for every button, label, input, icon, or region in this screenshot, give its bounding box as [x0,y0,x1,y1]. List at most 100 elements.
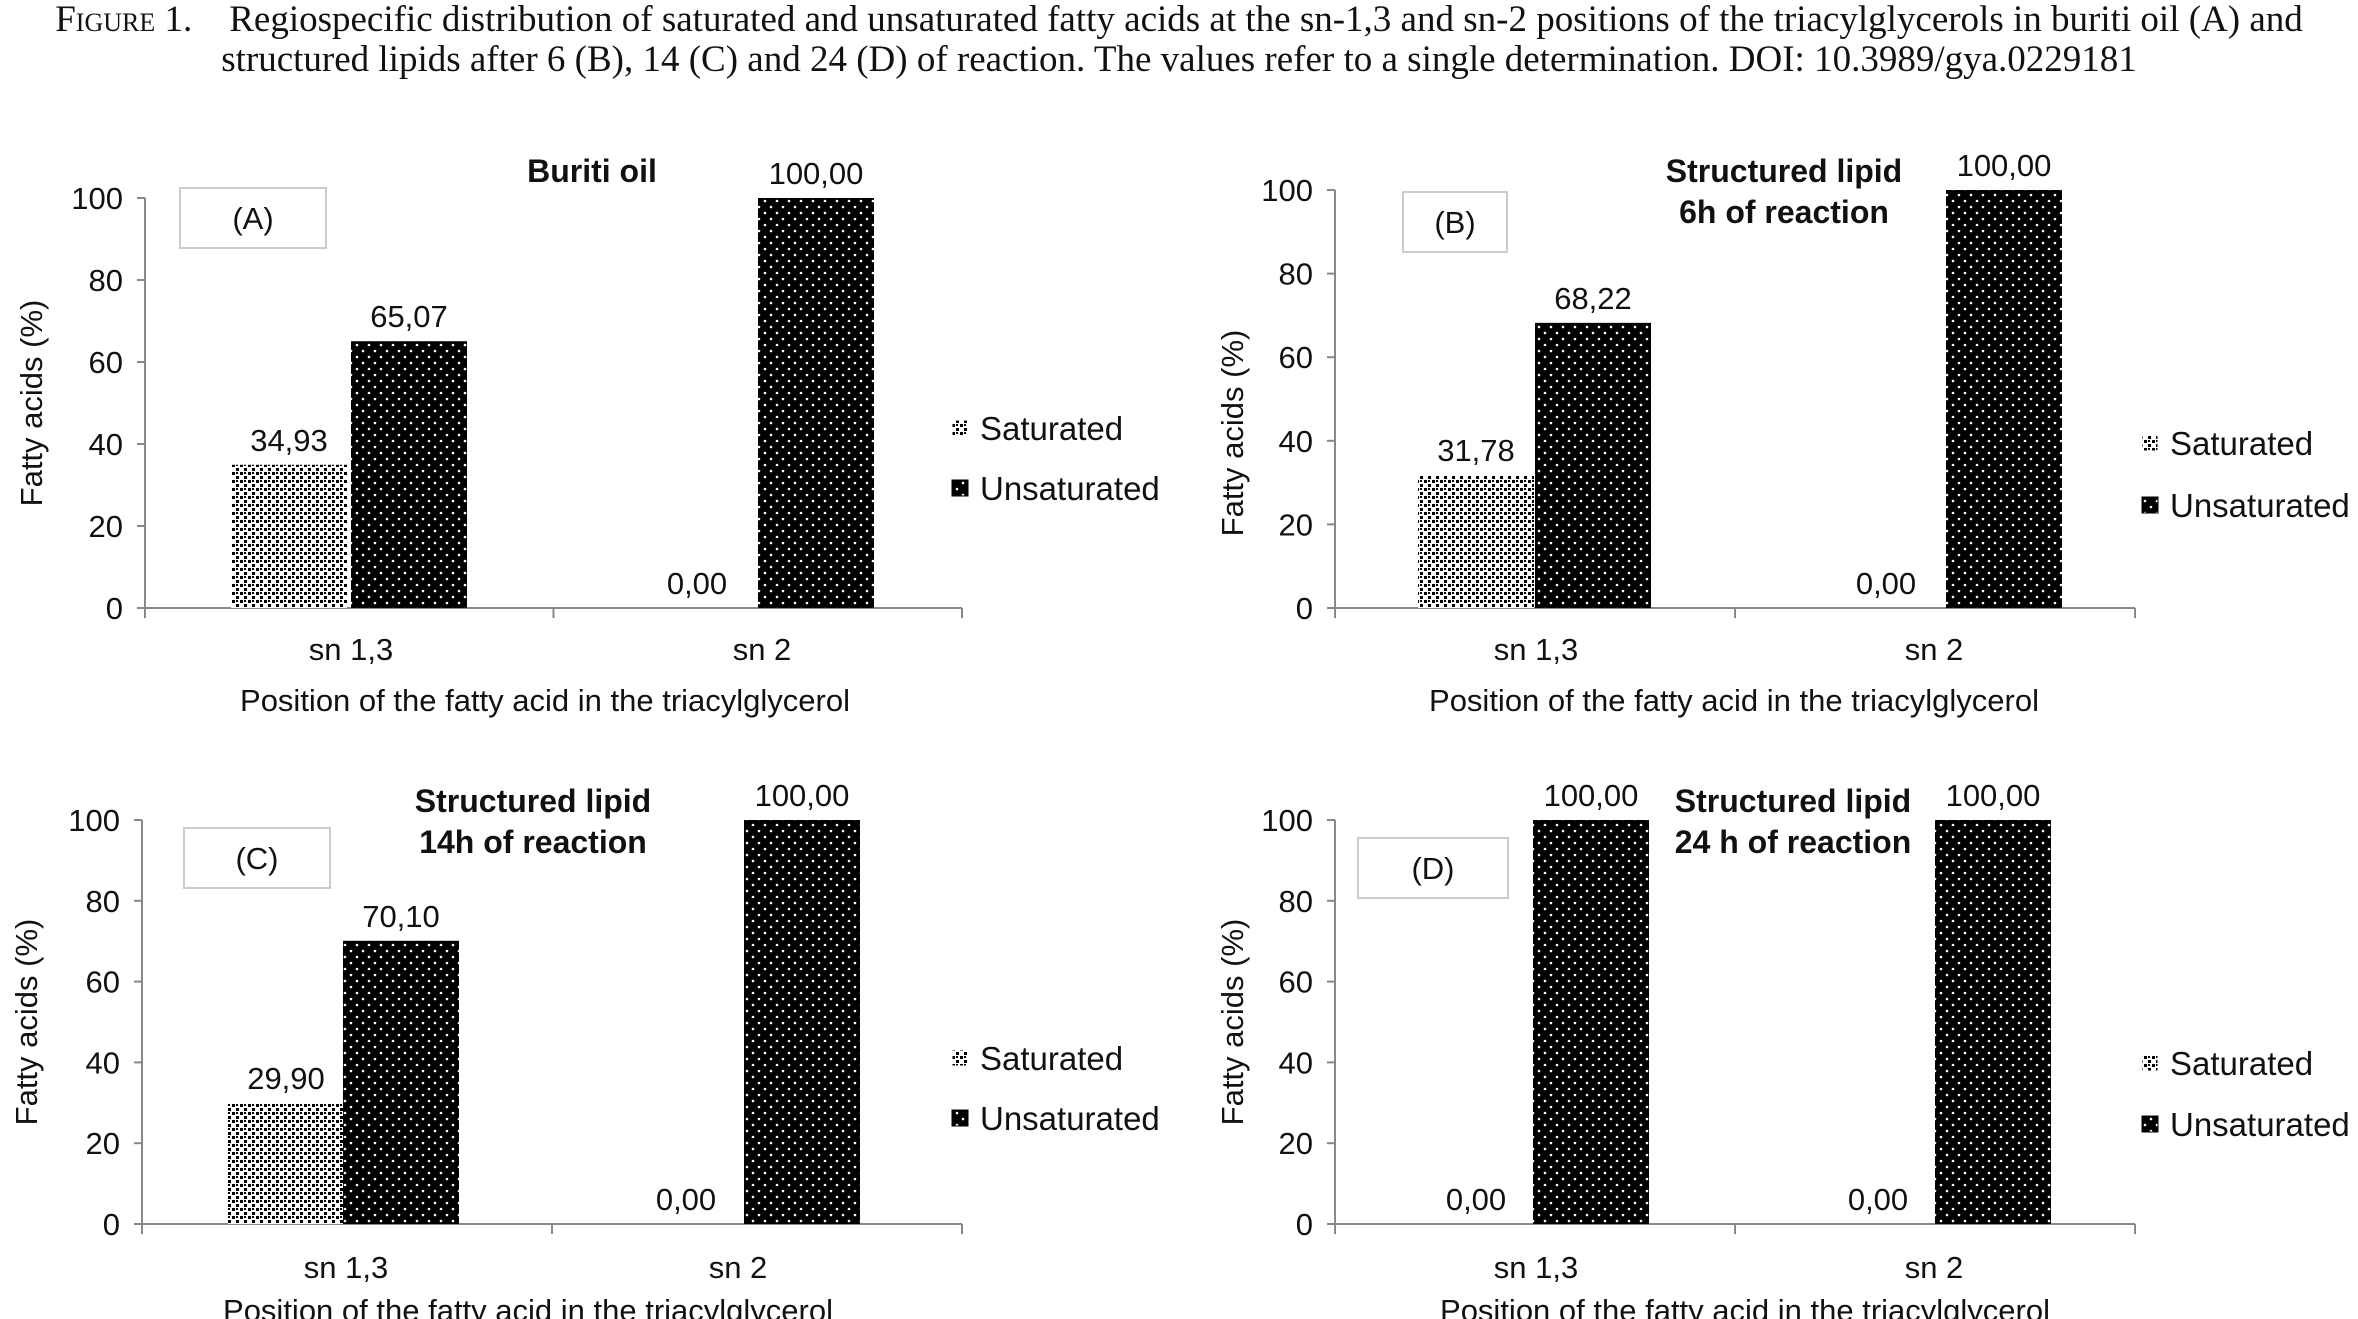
y-tick-label: 0 [106,591,123,626]
y-axis-title: Fatty acids (%) [14,300,49,507]
y-tick-label: 100 [71,181,123,216]
y-tick-label: 0 [103,1207,120,1242]
data-label: 100,00 [755,778,850,813]
panel-label: (B) [1434,205,1475,240]
bar-saturated [231,464,347,608]
bar-unsaturated [1935,820,2051,1224]
y-tick-label: 20 [1279,507,1313,542]
y-tick-label: 0 [1296,591,1313,626]
y-tick-label: 20 [1279,1126,1313,1161]
chart-panel: 0 20 40 60 80 100 31,78 68,22 sn 1,3 0,00 100,00 sn… [1215,148,2350,718]
bar-saturated [228,1103,344,1224]
data-label: 0,00 [1848,1182,1908,1217]
caption-text: Regiospecific distribution of saturated … [221,0,2303,80]
x-axis-title: Position of the fatty acid in the triacy… [1429,683,2039,718]
data-label: 0,00 [1446,1182,1506,1217]
legend-swatch-unsaturated [951,1109,969,1127]
panel-label-box [1357,837,1509,899]
y-tick-label: 40 [86,1045,120,1080]
data-label: 100,00 [1946,778,2041,813]
y-tick-label: 0 [1296,1207,1313,1242]
panel-label-box [1402,191,1508,253]
chart-title: 6h of reaction [1679,194,1889,230]
legend-swatch-saturated [951,1049,969,1067]
chart-panel: 0 20 40 60 80 100 29,90 70,10 sn 1,3 0,00 100,00 sn… [9,778,1160,1319]
bar-unsaturated [1535,322,1651,608]
legend-label-unsaturated: Unsaturated [980,1100,1160,1137]
legend-swatch-saturated [2141,434,2159,452]
bar-unsaturated [744,820,860,1224]
data-label: 0,00 [667,566,727,601]
bar-unsaturated [758,198,874,608]
legend-label-unsaturated: Unsaturated [2170,1106,2350,1143]
panel-label: (C) [235,841,278,876]
y-tick-label: 60 [1279,340,1313,375]
data-label: 0,00 [1856,566,1916,601]
data-label: 29,90 [247,1061,325,1096]
y-tick-label: 40 [1279,1045,1313,1080]
data-label: 100,00 [769,156,864,191]
legend-label-saturated: Saturated [2170,1045,2313,1082]
x-tick-label: sn 2 [1905,632,1964,667]
x-tick-label: sn 1,3 [1494,632,1578,667]
y-tick-label: 80 [1279,257,1313,292]
y-tick-label: 80 [86,884,120,919]
y-tick-label: 60 [89,345,123,380]
y-tick-label: 80 [89,263,123,298]
x-tick-label: sn 2 [1905,1250,1964,1285]
x-tick-label: sn 2 [733,632,792,667]
chart-title: 14h of reaction [419,824,647,860]
figure-label: Figure 1. [55,0,193,40]
data-label: 65,07 [370,299,448,334]
y-tick-label: 40 [89,427,123,462]
data-label: 31,78 [1437,433,1515,468]
y-tick-label: 40 [1279,424,1313,459]
y-tick-label: 60 [1279,965,1313,1000]
y-axis-title: Fatty acids (%) [1215,330,1250,537]
legend-label-saturated: Saturated [2170,425,2313,462]
legend-label-unsaturated: Unsaturated [980,470,1160,507]
x-tick-label: sn 2 [709,1250,768,1285]
chart-title: Structured lipid [1675,783,1911,819]
figure-caption: Figure 1. Regiospecific distribution of … [0,0,2358,80]
legend-label-saturated: Saturated [980,1040,1123,1077]
y-tick-label: 60 [86,965,120,1000]
x-axis-title: Position of the fatty acid in the triacy… [240,683,850,718]
bar-unsaturated [1946,190,2062,608]
data-label: 100,00 [1957,148,2052,183]
bar-unsaturated [1533,820,1649,1224]
y-axis-title: Fatty acids (%) [1215,919,1250,1126]
legend-swatch-unsaturated [2141,496,2159,514]
chart-title: 24 h of reaction [1675,824,1912,860]
chart-panel: 0 20 40 60 80 100 34,93 65,07 sn 1,3 0,00 100,00 sn… [14,153,1160,718]
panel-label-box [183,827,331,889]
panel-label-box [179,187,327,249]
bar-saturated [1418,475,1534,608]
data-label: 0,00 [656,1182,716,1217]
y-tick-label: 100 [68,803,120,838]
chart-title: Structured lipid [1666,153,1902,189]
x-axis-title: Position of the fatty acid in the triacy… [223,1293,833,1319]
y-tick-label: 20 [89,509,123,544]
legend-swatch-saturated [2141,1054,2159,1072]
chart-title: Buriti oil [527,153,657,189]
x-tick-label: sn 1,3 [309,632,393,667]
x-axis-title: Position of the fatty acid in the triacy… [1440,1293,2050,1319]
x-tick-label: sn 1,3 [1494,1250,1578,1285]
legend-label-saturated: Saturated [980,410,1123,447]
bar-unsaturated [343,940,459,1224]
panel-label: (D) [1411,851,1454,886]
y-tick-label: 80 [1279,884,1313,919]
y-tick-label: 100 [1261,803,1313,838]
chart-title: Structured lipid [415,783,651,819]
panel-label: (A) [232,201,273,236]
data-label: 34,93 [250,423,328,458]
bar-unsaturated [351,341,467,608]
legend-swatch-saturated [951,419,969,437]
legend-swatch-unsaturated [951,479,969,497]
chart-panel: 0 20 40 60 80 100 0,00 100,00 sn 1,3 0,00 100,00 sn… [1215,778,2350,1319]
y-axis-title: Fatty acids (%) [9,919,44,1126]
legend-swatch-unsaturated [2141,1115,2159,1133]
x-tick-label: sn 1,3 [304,1250,388,1285]
